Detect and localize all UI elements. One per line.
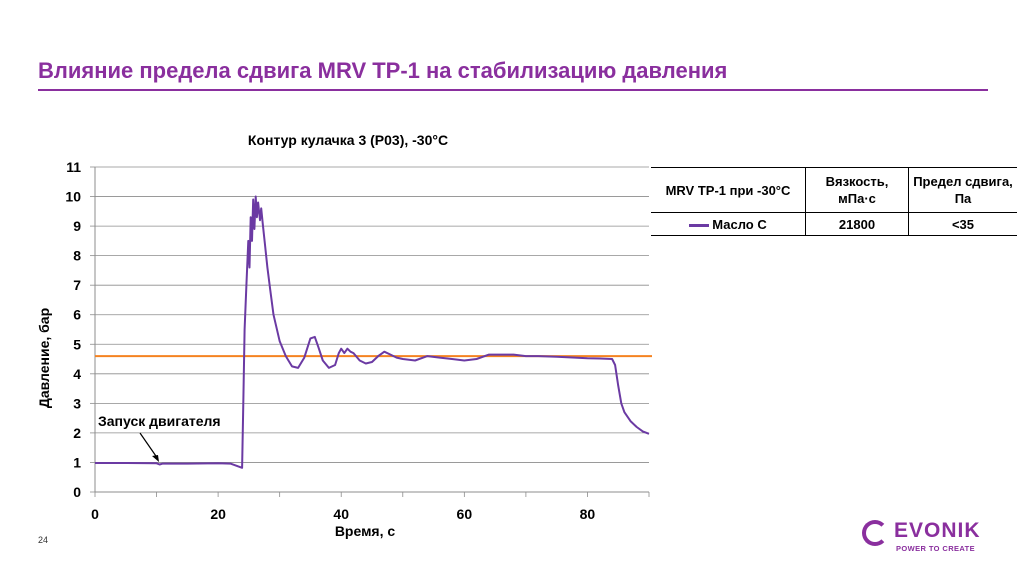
- series-lines: [95, 195, 650, 469]
- y-tick-label: 4: [73, 366, 81, 382]
- x-tick-label: 40: [333, 506, 349, 522]
- oil-properties-table: MRV TP-1 при -30°C Вязкость, мПа·с Преде…: [651, 167, 1017, 236]
- legend-cell: Масло C: [651, 212, 806, 236]
- y-axis-label: Давление, бар: [36, 308, 52, 408]
- x-tick-label: 20: [210, 506, 226, 522]
- table-row: Масло C 21800 <35: [651, 212, 1017, 236]
- annotation-arrow: [139, 432, 159, 460]
- annotation-arrowhead: [152, 455, 159, 462]
- logo-ring-icon: [862, 520, 888, 546]
- page-number: 24: [38, 535, 49, 545]
- slide-title: Влияние предела сдвига MRV TP-1 на стаби…: [38, 58, 728, 83]
- chart-title: Контур кулачка 3 (P03), -30°C: [248, 132, 448, 148]
- y-tick-label: 11: [66, 159, 81, 175]
- table-header-viscosity: Вязкость, мПа·с: [805, 167, 909, 213]
- y-tick-label: 1: [73, 454, 81, 470]
- y-tick-label: 10: [65, 189, 81, 205]
- table-header-row: MRV TP-1 при -30°C Вязкость, мПа·с Преде…: [651, 167, 1017, 213]
- legend-swatch: [689, 223, 710, 227]
- viscosity-cell: 21800: [805, 212, 909, 236]
- axes: [90, 166, 650, 497]
- x-tick-label: 60: [457, 506, 473, 522]
- logo-wordmark: EVONIK: [894, 519, 981, 542]
- legend-label: Масло C: [712, 216, 767, 232]
- y-tick-label: 0: [73, 484, 81, 500]
- grid-lines: [95, 166, 649, 463]
- yield-stress-cell: <35: [908, 212, 1017, 236]
- title-divider: [38, 89, 988, 91]
- table-header-yield-stress: Предел сдвига, Па: [908, 167, 1017, 213]
- y-tick-label: 5: [73, 336, 81, 352]
- evonik-logo: EVONIK POWER TO CREATE: [858, 516, 998, 556]
- x-tick-label: 80: [580, 506, 596, 522]
- y-tick-label: 8: [73, 248, 81, 264]
- annotation-label: Запуск двигателя: [98, 413, 221, 429]
- x-axis-label: Время, с: [335, 523, 396, 539]
- y-tick-label: 9: [73, 218, 81, 234]
- y-tick-label: 6: [73, 307, 81, 323]
- y-tick-label: 3: [73, 395, 81, 411]
- series-line-maslo-c: [95, 195, 650, 469]
- x-tick-label: 0: [91, 506, 99, 522]
- axis-labels: 0 1 2 3 4 5 6 7 8 9 10 11 0 20 40 60 80: [65, 159, 595, 522]
- y-tick-label: 7: [73, 277, 81, 293]
- table-header-mrv: MRV TP-1 при -30°C: [651, 167, 806, 213]
- y-tick-label: 2: [73, 425, 81, 441]
- logo-tagline: POWER TO CREATE: [896, 544, 976, 553]
